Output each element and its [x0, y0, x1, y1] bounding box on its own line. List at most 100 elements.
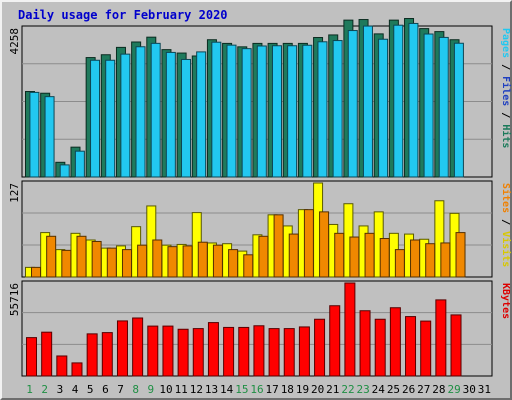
- panel-1-ymax-label: 4258: [8, 28, 21, 55]
- legend-entry: Files: [500, 76, 512, 106]
- x-tick-label-day-18: 18: [281, 383, 294, 396]
- bar-pages-day-18: [287, 45, 298, 178]
- x-tick-label-day-22: 22: [341, 383, 354, 396]
- x-tick-label-day-13: 13: [205, 383, 218, 396]
- panel-2-legend: Sites / Visits: [500, 183, 512, 267]
- bar-pages-day-4: [74, 150, 85, 178]
- x-tick-label-day-19: 19: [296, 383, 309, 396]
- bar-pages-day-28: [438, 36, 449, 178]
- bar-visits-day-28: [434, 200, 445, 278]
- bar-kbytes-day-1: [26, 337, 37, 377]
- bar-pages-day-11: [181, 58, 192, 178]
- bar-sites-day-22: [349, 236, 360, 278]
- x-tick-label-day-30: 30: [463, 383, 476, 396]
- bar-pages-day-25: [393, 24, 404, 178]
- bar-pages-day-9: [150, 42, 161, 178]
- bar-kbytes-day-5: [86, 333, 98, 377]
- bar-pages-day-10: [165, 51, 176, 178]
- bar-pages-day-23: [362, 25, 373, 178]
- x-tick-label-day-9: 9: [148, 383, 155, 396]
- x-tick-label-day-6: 6: [102, 383, 109, 396]
- x-tick-label-day-29: 29: [447, 383, 460, 396]
- bar-sites-day-9: [152, 239, 163, 278]
- x-tick-label-day-14: 14: [220, 383, 234, 396]
- bar-sites-day-23: [364, 232, 375, 278]
- bar-kbytes-day-22: [344, 282, 356, 377]
- bar-pages-day-17: [271, 45, 282, 178]
- bar-sites-day-14: [228, 249, 239, 278]
- panel-1-legend: Pages / Files / Hits: [500, 28, 512, 148]
- bar-kbytes-day-29: [450, 314, 462, 377]
- bar-sites-day-11: [182, 245, 193, 278]
- bar-kbytes-day-20: [314, 318, 326, 377]
- bar-pages-day-22: [347, 30, 358, 178]
- bar-sites-day-29: [455, 232, 466, 278]
- bar-sites-day-2: [46, 235, 57, 278]
- x-tick-label-day-26: 26: [402, 383, 415, 396]
- bar-sites-day-28: [440, 242, 451, 278]
- bar-pages-day-8: [135, 46, 146, 178]
- bar-kbytes-day-7: [116, 320, 128, 377]
- bar-kbytes-day-11: [177, 328, 189, 377]
- bar-pages-day-16: [256, 45, 267, 178]
- bar-kbytes-day-18: [283, 328, 295, 377]
- bar-sites-day-12: [197, 241, 208, 278]
- bar-sites-day-20: [319, 211, 330, 278]
- bar-pages-day-20: [317, 41, 328, 178]
- x-tick-label-day-1: 1: [26, 383, 33, 396]
- bar-kbytes-day-3: [56, 355, 68, 377]
- bar-kbytes-day-21: [329, 305, 341, 377]
- x-tick-label-day-4: 4: [72, 383, 79, 396]
- bar-pages-day-19: [302, 44, 313, 178]
- x-tick-label-day-8: 8: [132, 383, 139, 396]
- bar-sites-day-6: [106, 247, 117, 278]
- bar-kbytes-day-9: [147, 325, 159, 377]
- bar-pages-day-14: [226, 44, 237, 178]
- bar-kbytes-day-16: [253, 325, 265, 377]
- bar-sites-day-5: [91, 240, 102, 278]
- legend-entry: /: [500, 213, 511, 231]
- bar-pages-day-15: [241, 48, 252, 178]
- bar-kbytes-day-14: [223, 326, 235, 377]
- bar-sites-day-25: [394, 249, 405, 278]
- bar-pages-day-12: [196, 51, 207, 178]
- bar-pages-day-26: [408, 22, 419, 178]
- x-tick-label-day-11: 11: [175, 383, 188, 396]
- bar-kbytes-day-8: [132, 317, 144, 377]
- x-tick-label-day-10: 10: [159, 383, 172, 396]
- bar-sites-day-19: [303, 209, 314, 278]
- bar-sites-day-24: [379, 238, 390, 278]
- bar-pages-day-2: [44, 96, 55, 178]
- bar-pages-day-29: [453, 42, 464, 178]
- bar-pages-day-27: [423, 33, 434, 178]
- legend-entry: Hits: [500, 124, 512, 148]
- bar-kbytes-day-19: [298, 326, 310, 377]
- bar-kbytes-day-10: [162, 325, 174, 377]
- bar-sites-day-21: [334, 232, 345, 278]
- x-tick-label-day-20: 20: [311, 383, 324, 396]
- x-tick-label-day-5: 5: [87, 383, 94, 396]
- bar-pages-day-3: [59, 164, 70, 178]
- bar-sites-day-7: [121, 249, 132, 278]
- bar-pages-day-13: [211, 41, 222, 178]
- x-tick-label-day-27: 27: [417, 383, 430, 396]
- bar-kbytes-day-27: [420, 320, 432, 377]
- bar-sites-day-16: [258, 235, 269, 278]
- x-tick-label-day-24: 24: [372, 383, 386, 396]
- x-tick-label-day-15: 15: [235, 383, 248, 396]
- bar-pages-day-24: [378, 38, 389, 178]
- x-tick-label-day-23: 23: [357, 383, 370, 396]
- legend-entry: Pages: [500, 28, 511, 58]
- bar-sites-day-1: [31, 266, 41, 278]
- bar-sites-day-27: [425, 243, 436, 278]
- bar-kbytes-day-25: [389, 307, 401, 377]
- bar-sites-day-3: [61, 249, 72, 278]
- bar-kbytes-day-23: [359, 310, 371, 377]
- bar-kbytes-day-26: [405, 316, 417, 377]
- panel-2-ymax-label: 127: [8, 183, 21, 203]
- bar-kbytes-day-4: [71, 362, 83, 377]
- bar-sites-day-18: [288, 233, 299, 278]
- legend-entry: /: [500, 58, 511, 76]
- x-tick-label-day-7: 7: [117, 383, 124, 396]
